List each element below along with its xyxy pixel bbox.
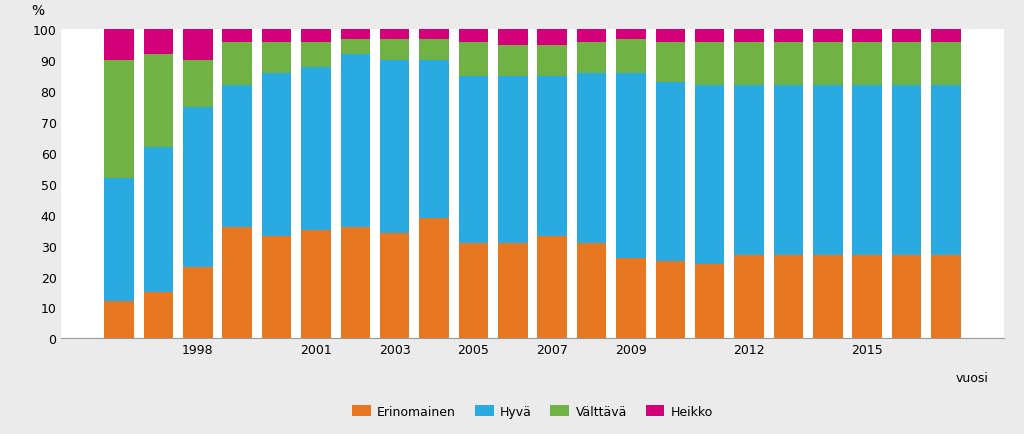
Bar [616, 73, 646, 258]
Bar [419, 39, 449, 61]
Bar [222, 227, 252, 339]
Bar [931, 86, 961, 255]
Bar [892, 86, 922, 255]
Bar [104, 178, 134, 302]
Bar [183, 30, 213, 61]
Bar [931, 255, 961, 339]
Bar [104, 30, 134, 61]
Bar [380, 39, 410, 61]
Bar [655, 43, 685, 83]
Bar [222, 43, 252, 86]
Bar [459, 30, 488, 43]
Y-axis label: %: % [32, 4, 44, 18]
Bar [143, 148, 173, 293]
Bar [774, 30, 803, 43]
Bar [774, 43, 803, 86]
Bar [380, 234, 410, 339]
Bar [301, 67, 331, 231]
Bar [734, 30, 764, 43]
Bar [262, 30, 291, 43]
Bar [538, 237, 567, 339]
Bar [459, 43, 488, 76]
Bar [616, 258, 646, 339]
Bar [262, 43, 291, 73]
Bar [852, 255, 882, 339]
Bar [104, 302, 134, 339]
Bar [892, 30, 922, 43]
Bar [852, 43, 882, 86]
Legend: Erinomainen, Hyvä, Välttävä, Heikko: Erinomainen, Hyvä, Välttävä, Heikko [347, 400, 718, 423]
Bar [341, 227, 370, 339]
Bar [892, 255, 922, 339]
Bar [577, 43, 606, 73]
Bar [380, 30, 410, 39]
Bar [498, 243, 527, 339]
Bar [538, 30, 567, 46]
Bar [577, 73, 606, 243]
Bar [813, 255, 843, 339]
Bar [341, 39, 370, 55]
Bar [341, 55, 370, 227]
Bar [459, 243, 488, 339]
Bar [143, 55, 173, 148]
Bar [380, 61, 410, 234]
Bar [419, 61, 449, 218]
Bar [498, 76, 527, 243]
Bar [852, 86, 882, 255]
Bar [774, 86, 803, 255]
Bar [262, 237, 291, 339]
Bar [695, 43, 724, 86]
Bar [931, 43, 961, 86]
Bar [616, 30, 646, 39]
Bar [419, 30, 449, 39]
Bar [892, 43, 922, 86]
Text: vuosi: vuosi [955, 371, 988, 384]
Bar [538, 46, 567, 76]
Bar [183, 268, 213, 339]
Bar [931, 30, 961, 43]
Bar [459, 76, 488, 243]
Bar [695, 265, 724, 339]
Bar [183, 107, 213, 268]
Bar [419, 218, 449, 339]
Bar [813, 43, 843, 86]
Bar [655, 83, 685, 261]
Bar [734, 43, 764, 86]
Bar [143, 30, 173, 55]
Bar [222, 86, 252, 227]
Bar [498, 30, 527, 46]
Bar [577, 30, 606, 43]
Bar [734, 255, 764, 339]
Bar [695, 30, 724, 43]
Bar [655, 30, 685, 43]
Bar [616, 39, 646, 73]
Bar [695, 86, 724, 265]
Bar [852, 30, 882, 43]
Bar [655, 261, 685, 339]
Bar [577, 243, 606, 339]
Bar [538, 76, 567, 237]
Bar [341, 30, 370, 39]
Bar [813, 30, 843, 43]
Bar [498, 46, 527, 76]
Bar [813, 86, 843, 255]
Bar [222, 30, 252, 43]
Bar [734, 86, 764, 255]
Bar [104, 61, 134, 178]
Bar [143, 293, 173, 339]
Bar [301, 30, 331, 43]
Bar [262, 73, 291, 237]
Bar [183, 61, 213, 107]
Bar [774, 255, 803, 339]
Bar [301, 43, 331, 67]
Bar [301, 231, 331, 339]
